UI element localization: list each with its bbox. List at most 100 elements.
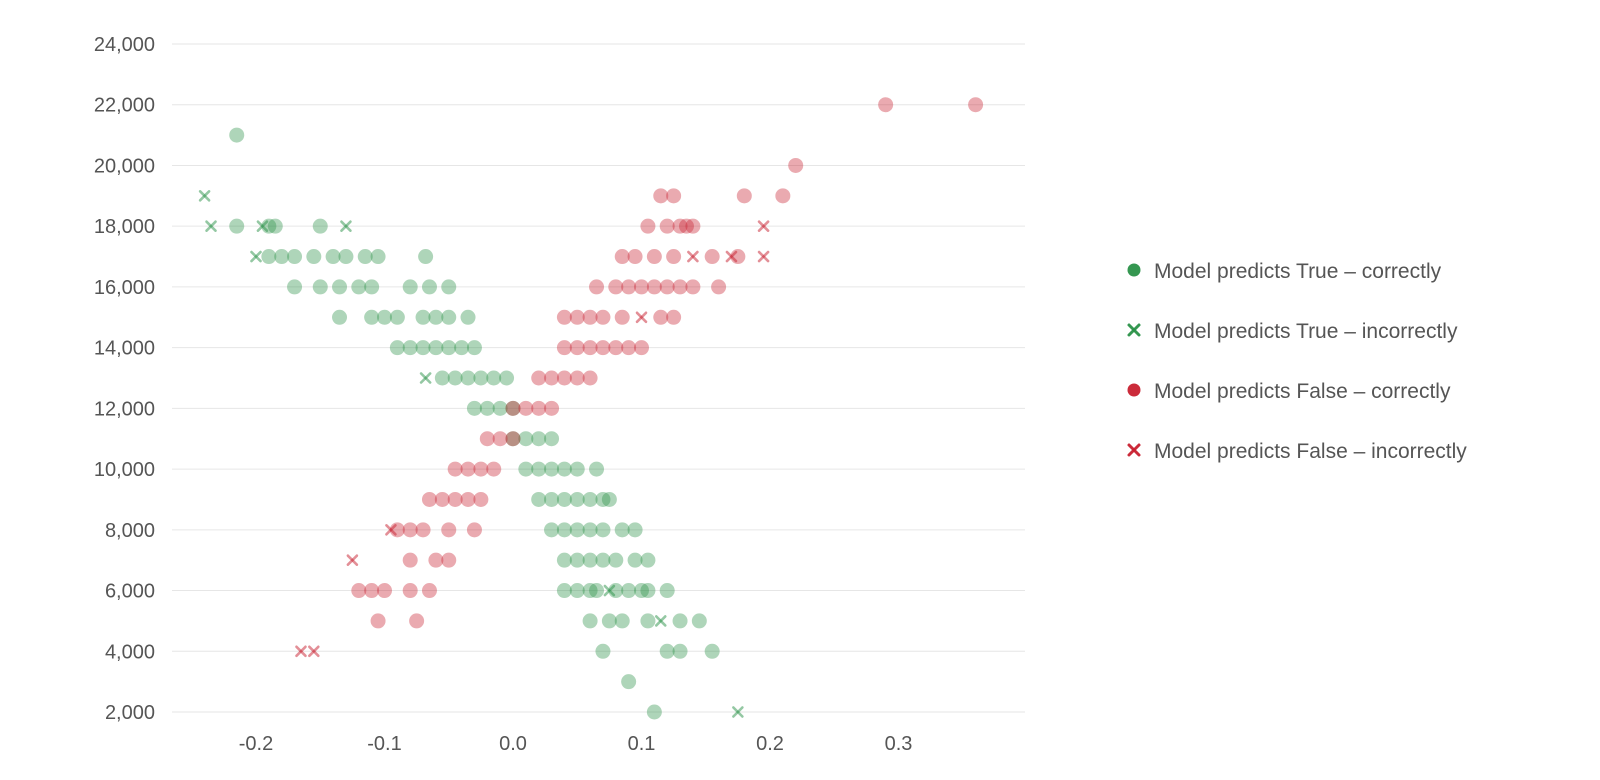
data-point	[492, 431, 508, 447]
data-point	[389, 340, 405, 356]
data-point	[635, 311, 648, 324]
data-point	[460, 461, 476, 477]
data-point	[595, 643, 611, 659]
data-point	[595, 340, 611, 356]
data-point	[473, 461, 489, 477]
data-point	[351, 279, 367, 295]
data-point	[419, 372, 432, 384]
x-tick-label: 0.2	[756, 733, 784, 755]
data-point	[582, 340, 598, 356]
data-point	[338, 249, 354, 265]
data-point	[672, 218, 688, 234]
data-point	[428, 552, 444, 568]
data-point	[614, 613, 630, 629]
data-point	[595, 309, 611, 325]
data-point	[582, 583, 598, 599]
data-point	[569, 370, 585, 386]
data-point	[385, 524, 397, 536]
data-point	[421, 279, 437, 295]
data-point	[691, 613, 707, 629]
data-point	[659, 643, 675, 659]
series-group	[198, 190, 744, 718]
data-point	[499, 370, 515, 386]
data-point	[389, 309, 405, 325]
data-point	[377, 583, 392, 599]
data-point	[370, 613, 386, 629]
data-point	[287, 249, 303, 265]
data-point	[544, 461, 560, 477]
data-point	[421, 583, 437, 599]
legend-marker	[1127, 263, 1141, 277]
data-point	[434, 491, 450, 507]
data-point	[569, 491, 585, 507]
data-point	[569, 583, 585, 599]
data-point	[589, 461, 605, 477]
data-point	[415, 309, 431, 325]
data-point	[614, 522, 630, 538]
data-point	[556, 583, 572, 599]
y-axis: 2,000 4,000 6,000 8,000 10,000 12,000 14,000 16…	[94, 34, 155, 724]
data-point	[725, 250, 738, 263]
data-point	[531, 491, 547, 507]
data-point	[364, 279, 380, 295]
data-point	[621, 583, 637, 599]
data-point	[466, 340, 482, 356]
data-point	[402, 522, 418, 538]
data-point	[878, 97, 894, 113]
data-point	[332, 309, 348, 325]
data-point	[402, 340, 418, 356]
data-point	[556, 522, 572, 538]
data-point	[505, 431, 521, 447]
data-point	[274, 249, 290, 265]
data-point	[634, 279, 649, 295]
data-point	[556, 552, 572, 568]
data-point	[666, 249, 682, 265]
data-point	[640, 552, 656, 568]
data-point	[256, 220, 269, 232]
x-axis: -0.2 -0.1 0.0 0.1 0.2 0.3	[239, 733, 913, 755]
data-point	[340, 220, 352, 232]
data-point	[659, 279, 675, 295]
data-point	[531, 400, 547, 416]
data-point	[595, 552, 611, 568]
data-point	[589, 279, 605, 295]
data-point	[582, 613, 598, 629]
data-point	[312, 218, 328, 234]
data-point	[654, 615, 667, 627]
data-point	[646, 279, 662, 295]
data-point	[601, 613, 617, 629]
data-point	[306, 249, 322, 265]
data-point	[441, 522, 457, 538]
y-tick-label: 18,000	[94, 216, 155, 238]
data-point	[672, 643, 688, 659]
data-point	[325, 249, 341, 265]
data-point	[634, 340, 649, 356]
data-point	[370, 249, 386, 265]
data-point	[608, 279, 624, 295]
data-point	[672, 279, 688, 295]
data-point	[659, 218, 675, 234]
data-point	[460, 370, 476, 386]
data-point	[332, 279, 348, 295]
data-point	[402, 552, 418, 568]
data-point	[582, 522, 598, 538]
y-tick-label: 14,000	[94, 338, 155, 360]
data-point	[505, 400, 521, 416]
data-point	[556, 340, 572, 356]
data-point	[518, 461, 534, 477]
x-tick-label: 0.1	[628, 733, 656, 755]
y-tick-label: 8,000	[105, 520, 155, 542]
data-point	[473, 491, 489, 507]
data-point	[428, 309, 444, 325]
y-tick-label: 16,000	[94, 277, 155, 299]
y-tick-label: 22,000	[94, 95, 155, 117]
data-point	[441, 279, 457, 295]
data-point	[229, 127, 245, 143]
data-point	[364, 309, 380, 325]
data-point	[544, 431, 560, 447]
data-point	[640, 583, 656, 599]
data-point	[704, 249, 720, 265]
data-point	[441, 340, 457, 356]
y-tick-label: 6,000	[105, 581, 155, 603]
